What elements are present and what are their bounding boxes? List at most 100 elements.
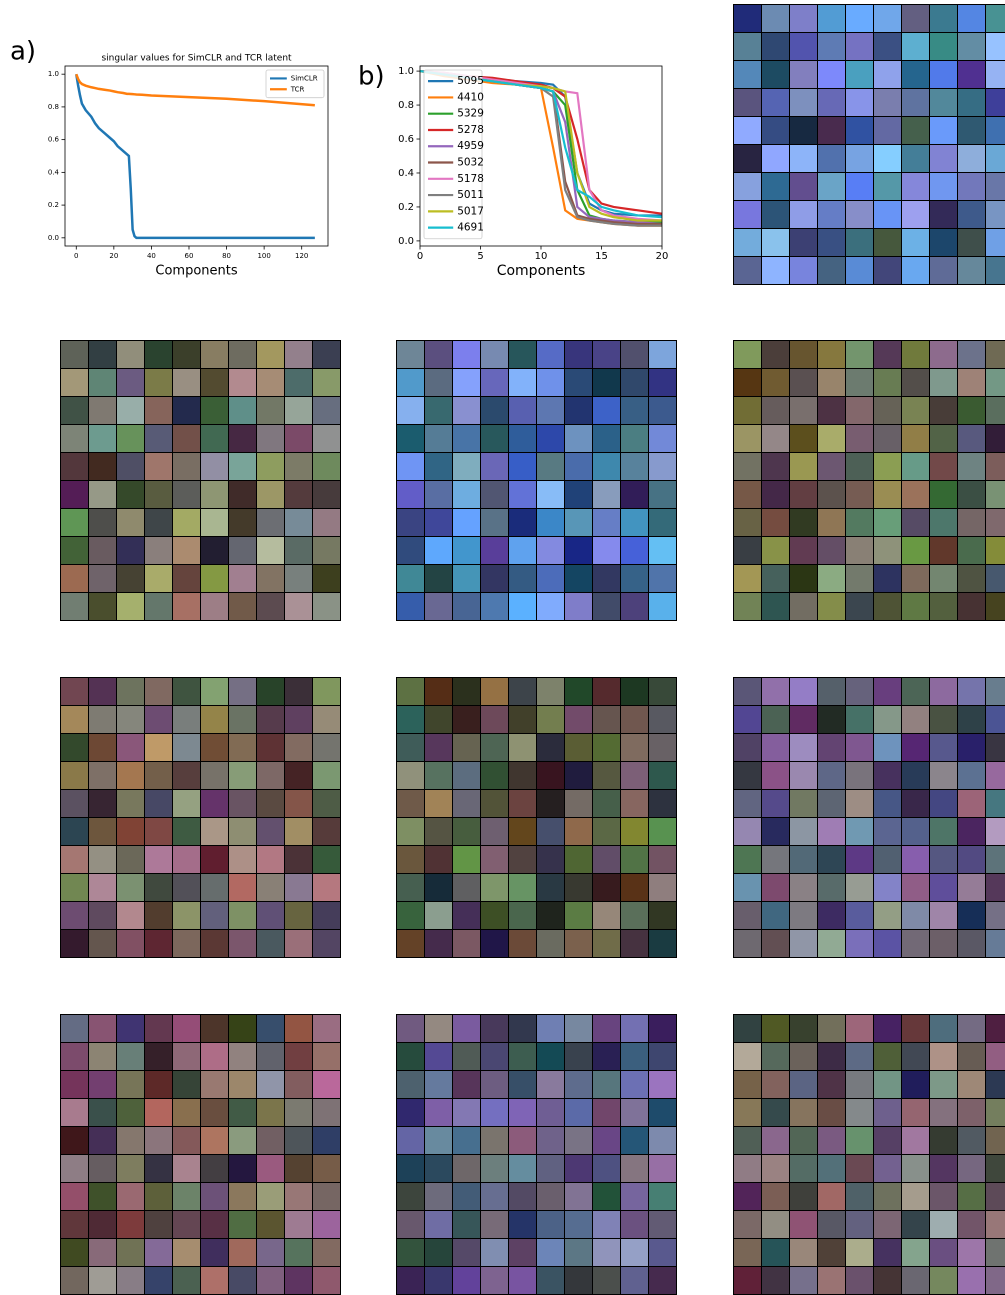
image-tile [734, 33, 761, 60]
image-tile [986, 846, 1005, 873]
image-tile [117, 846, 144, 873]
image-tile [565, 678, 592, 705]
image-tile [874, 397, 901, 424]
image-tile [593, 537, 620, 564]
image-tile [986, 369, 1005, 396]
image-tile [902, 257, 929, 284]
image-tile [117, 762, 144, 789]
image-tile [89, 509, 116, 536]
image-tile [846, 33, 873, 60]
image-tile [229, 1099, 256, 1126]
image-tile [117, 1155, 144, 1182]
image-tile [649, 818, 676, 845]
image-tile [649, 1155, 676, 1182]
image-tile [117, 1267, 144, 1294]
image-tile [734, 1099, 761, 1126]
image-tile [565, 1183, 592, 1210]
image-tile [846, 5, 873, 32]
image-tile [846, 706, 873, 733]
image-tile [818, 874, 845, 901]
image-grid [733, 340, 1005, 621]
image-tile [565, 930, 592, 957]
image-tile [621, 537, 648, 564]
image-tile [173, 453, 200, 480]
image-tile [453, 706, 480, 733]
image-tile [397, 565, 424, 592]
legend-label: 5017 [457, 205, 484, 217]
image-tile [818, 1071, 845, 1098]
image-tile [762, 1155, 789, 1182]
image-tile [565, 1015, 592, 1042]
image-tile [790, 678, 817, 705]
image-tile [397, 1183, 424, 1210]
image-tile [846, 1183, 873, 1210]
image-tile [117, 453, 144, 480]
image-tile [285, 706, 312, 733]
image-tile [762, 89, 789, 116]
image-tile [958, 790, 985, 817]
image-tile [930, 930, 957, 957]
image-tile [453, 509, 480, 536]
image-tile [649, 734, 676, 761]
image-tile [930, 1043, 957, 1070]
image-tile [509, 341, 536, 368]
image-tile [229, 1239, 256, 1266]
image-tile [986, 930, 1005, 957]
image-tile [481, 425, 508, 452]
image-tile [285, 425, 312, 452]
image-tile [89, 734, 116, 761]
image-tile [397, 1211, 424, 1238]
image-tile [930, 173, 957, 200]
image-tile [481, 1183, 508, 1210]
image-tile [986, 33, 1005, 60]
image-tile [257, 481, 284, 508]
legend-label: SimCLR [291, 74, 318, 82]
image-tile [537, 1239, 564, 1266]
image-tile [621, 509, 648, 536]
image-tile [902, 369, 929, 396]
image-tile [509, 397, 536, 424]
image-tile [509, 1043, 536, 1070]
image-tile [734, 930, 761, 957]
image-tile [790, 33, 817, 60]
image-tile [481, 1015, 508, 1042]
image-tile [593, 902, 620, 929]
y-tick-label: 0.4 [48, 168, 60, 176]
image-tile [257, 565, 284, 592]
image-tile [257, 818, 284, 845]
image-tile [425, 1071, 452, 1098]
image-tile [902, 1015, 929, 1042]
image-tile [902, 537, 929, 564]
image-tile [201, 1239, 228, 1266]
image-tile [257, 678, 284, 705]
image-tile [986, 902, 1005, 929]
image-tile [509, 1127, 536, 1154]
image-tile [117, 734, 144, 761]
image-tile [958, 1267, 985, 1294]
image-tile [874, 341, 901, 368]
image-tile [453, 369, 480, 396]
image-tile [173, 1043, 200, 1070]
image-tile [986, 818, 1005, 845]
image-tile [509, 874, 536, 901]
image-tile [846, 397, 873, 424]
image-tile [818, 1015, 845, 1042]
image-tile [89, 1239, 116, 1266]
image-tile [425, 425, 452, 452]
image-tile [930, 397, 957, 424]
image-tile [453, 1267, 480, 1294]
x-tick-label: 15 [595, 251, 608, 262]
image-grid [60, 340, 341, 621]
image-tile [481, 369, 508, 396]
image-tile [762, 341, 789, 368]
image-tile [201, 537, 228, 564]
image-tile [874, 61, 901, 88]
image-tile [229, 762, 256, 789]
image-tile [621, 1239, 648, 1266]
image-tile [818, 1127, 845, 1154]
image-tile [902, 425, 929, 452]
image-tile [958, 1071, 985, 1098]
image-tile [986, 453, 1005, 480]
image-tile [425, 369, 452, 396]
image-tile [509, 734, 536, 761]
